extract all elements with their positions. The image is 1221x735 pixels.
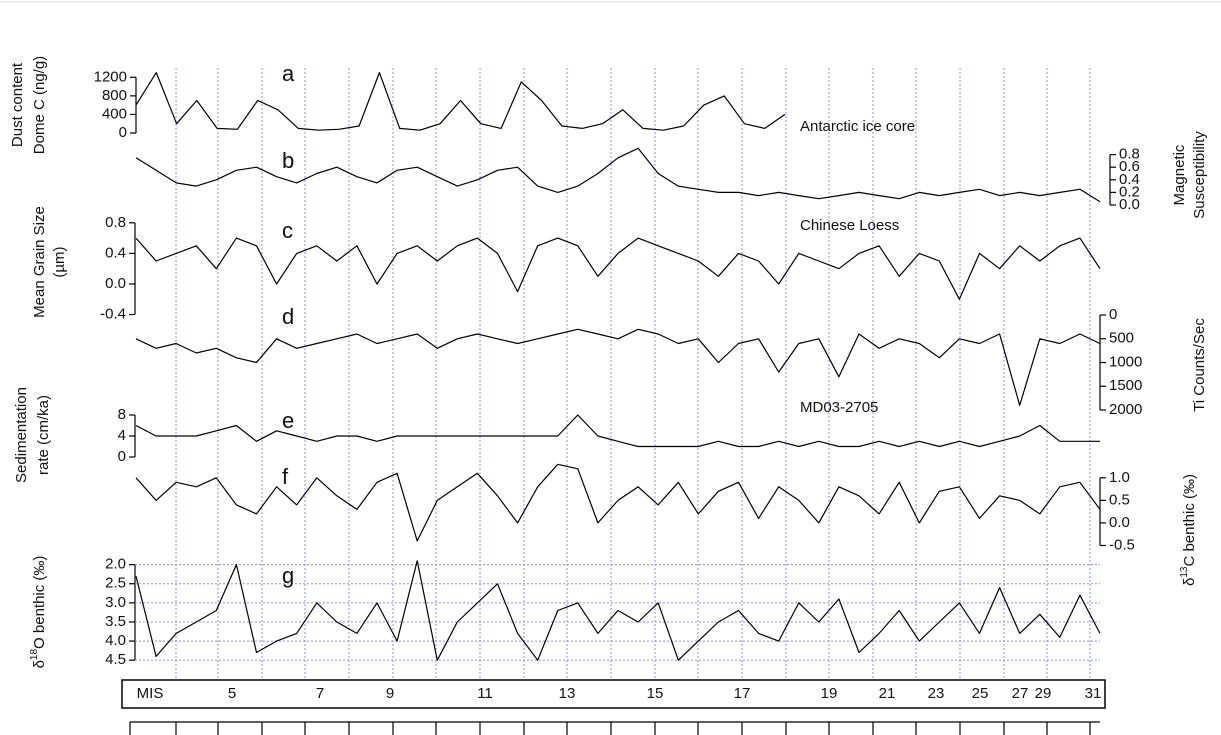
mis-label: 31 <box>1085 685 1102 702</box>
annotation: Chinese Loess <box>800 217 899 234</box>
y-tick-label: 2.5 <box>105 575 126 592</box>
y-tick-label: 800 <box>102 87 127 104</box>
mis-box <box>121 679 1106 709</box>
data-line <box>135 72 786 131</box>
panel-letter: f <box>282 464 289 489</box>
y-tick-label: 3.5 <box>105 613 126 630</box>
y-tick-label: 0.8 <box>105 214 126 231</box>
mis-label: 29 <box>1035 685 1052 702</box>
y-axis-label: Magnetic <box>1171 144 1188 205</box>
y-tick-label: -0.4 <box>100 306 126 323</box>
y-tick-label: 4.5 <box>105 651 126 668</box>
y-tick-label: -0.5 <box>1109 536 1135 553</box>
panel-letter: e <box>282 408 294 433</box>
mis-label: 19 <box>821 685 838 702</box>
y-tick-label: 0 <box>118 448 126 465</box>
y-tick-label: 0.0 <box>105 275 126 292</box>
y-tick-label: 0.4 <box>1119 171 1140 188</box>
mis-label: 9 <box>386 685 394 702</box>
y-tick-label: 0.4 <box>105 244 126 261</box>
mis-label: 23 <box>928 685 945 702</box>
data-line <box>135 463 1101 542</box>
panel-letter: b <box>282 148 294 173</box>
mis-label: 5 <box>228 685 236 702</box>
mis-label: 15 <box>647 685 664 702</box>
panel-letter: g <box>282 563 294 588</box>
y-axis-label: Ti Counts/Sec <box>1191 318 1208 412</box>
y-tick-label: 4.0 <box>105 632 126 649</box>
data-line <box>135 147 1101 203</box>
annotation: Antarctic ice core <box>800 118 915 135</box>
y-axis-label: (µm) <box>51 246 68 277</box>
mis-label: 13 <box>559 685 576 702</box>
y-tick-label: 0.5 <box>1109 491 1130 508</box>
mis-label: 25 <box>972 685 989 702</box>
panel-letter: d <box>282 304 294 329</box>
annotation: MD03-2705 <box>800 399 878 416</box>
y-tick-label: 4 <box>118 427 126 444</box>
data-line <box>135 560 1101 661</box>
y-axis-label: Susceptibility <box>1191 131 1208 219</box>
mis-label: MIS <box>137 685 164 702</box>
y-tick-label: 0 <box>119 124 127 141</box>
y-axis-label: Dust content <box>9 62 26 147</box>
y-tick-label: 0.0 <box>1119 196 1140 213</box>
y-tick-label: 0.8 <box>1119 146 1140 163</box>
y-axis-label-part: δ <box>1181 578 1198 586</box>
y-axis-label: δ13C benthic (‰) <box>1179 474 1198 586</box>
y-axis-label-part: 18 <box>29 649 40 661</box>
mis-label: 11 <box>477 685 493 702</box>
mis-label: 27 <box>1012 685 1029 702</box>
y-axis-label-part: δ <box>31 660 48 668</box>
panel-letter: c <box>282 218 293 243</box>
mis-label: 21 <box>879 685 896 702</box>
y-axis-label: Mean Grain Size <box>31 206 48 318</box>
y-tick-label: 1000 <box>1109 353 1142 370</box>
y-axis-label-part: 13 <box>1179 566 1190 578</box>
panel-letter: a <box>282 61 295 86</box>
y-tick-label: 500 <box>1109 330 1134 347</box>
y-tick-label: 3.0 <box>105 594 126 611</box>
y-tick-label: 8 <box>118 406 126 423</box>
y-tick-label: 1.0 <box>1109 469 1130 486</box>
y-tick-label: 400 <box>102 105 127 122</box>
y-axis-label: rate (cm/ka) <box>35 395 52 475</box>
y-axis-label: δ18O benthic (‰) <box>29 556 48 669</box>
y-tick-label: 2.0 <box>105 556 126 573</box>
data-line <box>135 328 1101 406</box>
data-line <box>135 237 1101 300</box>
y-tick-label: 0 <box>1109 306 1117 323</box>
y-tick-label: 1200 <box>94 68 127 85</box>
y-axis-label: Dome C (ng/g) <box>31 56 48 154</box>
y-tick-label: 0.2 <box>1119 183 1140 200</box>
y-axis-label-part: C benthic (‰) <box>1181 474 1198 567</box>
y-tick-label: 1500 <box>1109 377 1142 394</box>
y-tick-label: 0.0 <box>1109 514 1130 531</box>
y-axis-label-part: O benthic (‰) <box>31 556 48 649</box>
mis-label: 7 <box>316 685 324 702</box>
y-tick-label: 2000 <box>1109 401 1142 418</box>
y-tick-label: 0.6 <box>1119 158 1140 175</box>
data-line <box>135 414 1100 448</box>
y-axis-label: Sedimentation <box>13 387 30 483</box>
mis-label: 17 <box>734 685 751 702</box>
